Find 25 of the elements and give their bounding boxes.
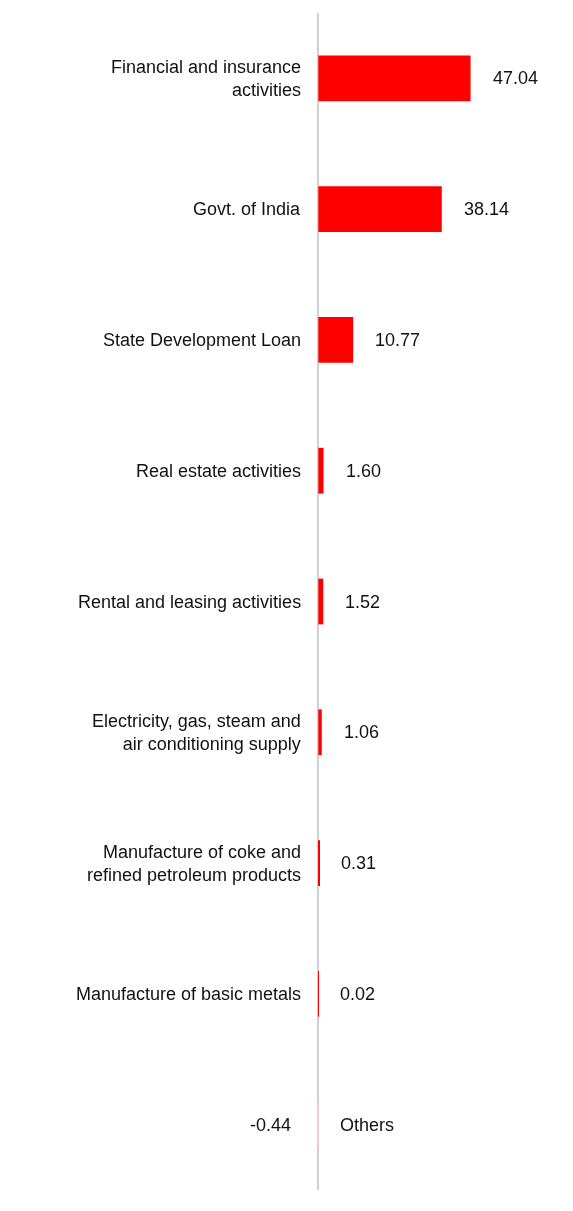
- bar: [318, 447, 324, 494]
- data-label: -0.44: [250, 1115, 292, 1135]
- y-tick-label: Govt. of India: [193, 199, 302, 219]
- data-label: 1.06: [344, 722, 380, 742]
- bar: [318, 317, 354, 363]
- data-label: 1.52: [345, 592, 381, 612]
- y-tick-label: State Development Loan: [103, 330, 302, 350]
- y-tick-label: Electricity, gas, steam and air conditioning supply: [92, 711, 301, 755]
- data-label: 47.04: [493, 68, 539, 88]
- data-label: 38.14: [464, 199, 510, 219]
- bar: [318, 55, 471, 102]
- data-label: 0.02: [340, 984, 376, 1004]
- y-tick-label: Others: [340, 1115, 395, 1135]
- data-label: 0.31: [341, 853, 377, 873]
- data-label: 10.77: [375, 330, 421, 350]
- bar: [318, 578, 324, 625]
- data-label: 1.60: [346, 461, 382, 481]
- bar: [318, 709, 322, 756]
- y-tick-label: Real estate activities: [136, 461, 302, 481]
- bar: [318, 186, 442, 233]
- y-tick-label: Rental and leasing activities: [78, 592, 302, 612]
- y-tick-label: Manufacture of coke and refined petroleum products: [87, 842, 302, 886]
- y-tick-label: Manufacture of basic metals: [76, 984, 302, 1004]
- y-tick-label: Financial and insurance activities: [111, 57, 302, 101]
- bar: [316, 1101, 319, 1148]
